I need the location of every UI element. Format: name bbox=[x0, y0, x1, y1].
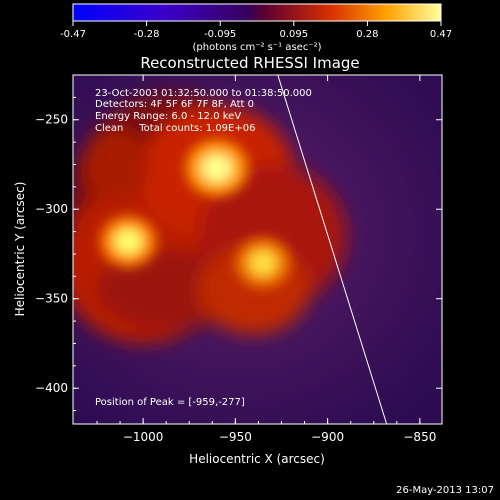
x-axis-label: Heliocentric X (arcsec) bbox=[189, 452, 325, 466]
source-core bbox=[201, 154, 233, 183]
annotation-energy: Energy Range: 6.0 - 12.0 keV bbox=[95, 111, 242, 122]
emission-region bbox=[82, 128, 149, 201]
colorbar-tick-label: 0.28 bbox=[356, 29, 378, 40]
x-tick-label: −850 bbox=[403, 430, 436, 444]
annotation-time: 23-Oct-2003 01:32:50.000 to 01:38:50.000 bbox=[95, 88, 312, 99]
x-tick-label: −900 bbox=[311, 430, 344, 444]
x-tick-label: −950 bbox=[219, 430, 252, 444]
solar-limb-line bbox=[277, 75, 388, 424]
y-tick-label: −350 bbox=[35, 292, 68, 306]
y-tick-label: −400 bbox=[35, 381, 68, 395]
colorbar bbox=[72, 3, 442, 22]
colorbar-tick-label: -0.095 bbox=[204, 29, 236, 40]
source-core bbox=[249, 250, 277, 276]
chart-title: Reconstructed RHESSI Image bbox=[140, 54, 359, 72]
colorbar-ticks: -0.47 -0.28 -0.095 0.095 0.28 0.47 bbox=[60, 21, 452, 40]
plot-frame bbox=[72, 74, 443, 425]
axis-ticks: −1000 −950 −900 −850 −250 −300 −350 −400 bbox=[35, 75, 442, 444]
x-tick-label: −1000 bbox=[123, 430, 164, 444]
colorbar-tick-label: 0.095 bbox=[279, 29, 308, 40]
colorbar-tick-label: -0.28 bbox=[134, 29, 160, 40]
colorbar-tick-label: 0.47 bbox=[430, 29, 452, 40]
annotation-detectors: Detectors: 4F 5F 6F 7F 8F, Att 0 bbox=[95, 99, 255, 110]
y-axis-label: Heliocentric Y (arcsec) bbox=[13, 182, 27, 317]
y-tick-label: −250 bbox=[35, 113, 68, 127]
annotation-method: Clean Total counts: 1.09E+06 bbox=[95, 123, 256, 134]
y-tick-label: −300 bbox=[35, 202, 68, 216]
plot-image bbox=[73, 75, 442, 424]
footer-date: 26-May-2013 13:07 bbox=[396, 485, 494, 496]
colorbar-tick-label: -0.47 bbox=[60, 29, 86, 40]
annotation-peak-position: Position of Peak = [-959,-277] bbox=[95, 397, 245, 408]
colorbar-units-label: (photons cm⁻² s⁻¹ asec⁻²) bbox=[192, 42, 321, 53]
source-core bbox=[114, 228, 143, 255]
